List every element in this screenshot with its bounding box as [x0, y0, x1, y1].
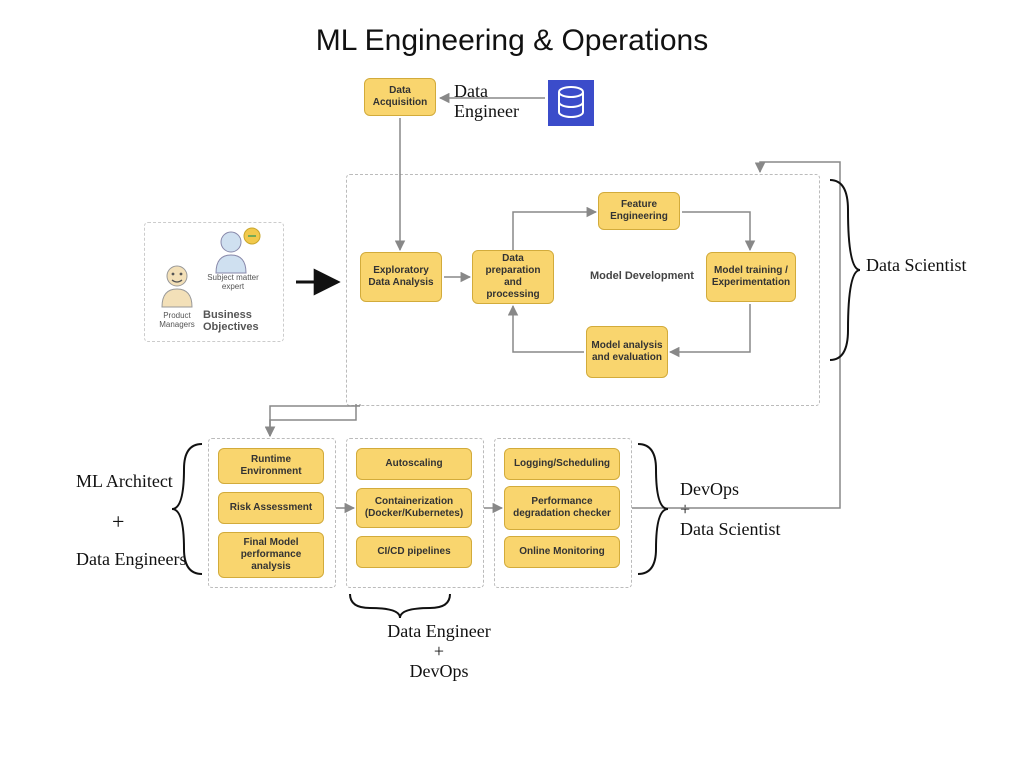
node-autoscaling: Autoscaling — [356, 448, 472, 480]
database-icon — [548, 80, 594, 126]
page-title: ML Engineering & Operations — [0, 24, 1024, 58]
sme-minus-icon — [243, 227, 261, 245]
business-objectives-title: Business Objectives — [203, 309, 283, 333]
node-containerization: Containerization (Docker/Kubernetes) — [356, 488, 472, 528]
node-online-monitoring: Online Monitoring — [504, 536, 620, 568]
node-eda: Exploratory Data Analysis — [360, 252, 442, 302]
node-runtime: Runtime Environment — [218, 448, 324, 484]
hand-plus-left: + — [112, 510, 124, 534]
node-model-eval: Model analysis and evaluation — [586, 326, 668, 378]
hand-devops-ds: DevOps + Data Scientist — [680, 480, 830, 539]
node-logging: Logging/Scheduling — [504, 448, 620, 480]
node-feature-eng: Feature Engineering — [598, 192, 680, 230]
node-model-training: Model training / Experimentation — [706, 252, 796, 302]
hand-data-scientist: Data Scientist — [866, 256, 986, 276]
hand-data-engineers: Data Engineers — [76, 550, 196, 570]
node-final-perf: Final Model performance analysis — [218, 532, 324, 578]
sme-label: Subject matter expert — [203, 273, 263, 291]
node-cicd: CI/CD pipelines — [356, 536, 472, 568]
product-manager-icon — [157, 263, 197, 309]
node-data-prep: Data preparation and processing — [472, 250, 554, 304]
model-development-label: Model Development — [590, 270, 694, 282]
node-data-acquisition: Data Acquisition — [364, 78, 436, 116]
business-objectives-box: Product Managers Subject matter expert B… — [144, 222, 284, 342]
hand-de-devops: Data Engineer + DevOps — [364, 622, 514, 681]
node-risk: Risk Assessment — [218, 492, 324, 524]
node-perf-deg: Performance degradation checker — [504, 486, 620, 530]
hand-data-engineer-top: Data Engineer — [454, 82, 544, 122]
product-manager-label: Product Managers — [147, 311, 207, 329]
hand-ml-architect: ML Architect — [76, 472, 196, 492]
